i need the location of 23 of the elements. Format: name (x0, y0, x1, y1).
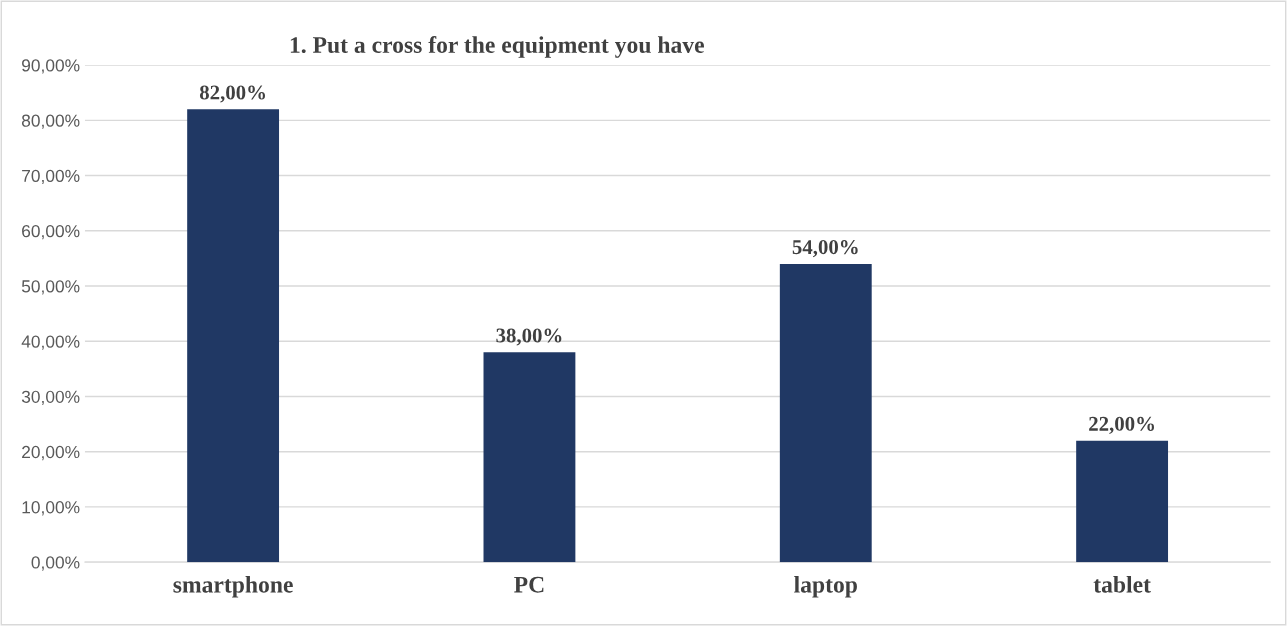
y-tick-label: 80,00% (21, 114, 80, 129)
x-tick-label: laptop (794, 576, 857, 598)
x-tick-label: smartphone (173, 576, 293, 598)
y-tick-label: 0,00% (31, 556, 80, 571)
data-label: 82,00% (199, 85, 266, 103)
y-tick-label: 90,00% (22, 59, 80, 74)
y-tick-label: 70,00% (22, 169, 80, 185)
bar (1076, 440, 1169, 563)
y-tick-label: 40,00% (21, 335, 80, 350)
bar (483, 352, 576, 563)
y-tick-label: 60,00% (22, 224, 80, 240)
data-label: 22,00% (1089, 416, 1154, 434)
y-tick-label: 30,00% (21, 390, 80, 405)
y-tick-label: 20,00% (22, 445, 80, 461)
bar (779, 263, 872, 563)
x-tick-label: tablet (1093, 576, 1151, 593)
data-label: 54,00% (792, 240, 858, 258)
chart-title: 1. Put a cross for the equipment you have (290, 36, 704, 58)
y-tick-label: 50,00% (21, 280, 80, 295)
bar (187, 109, 280, 563)
data-label: 38,00% (496, 328, 562, 346)
y-tick-label: 10,00% (22, 501, 80, 516)
x-tick-label: PC (514, 576, 544, 593)
